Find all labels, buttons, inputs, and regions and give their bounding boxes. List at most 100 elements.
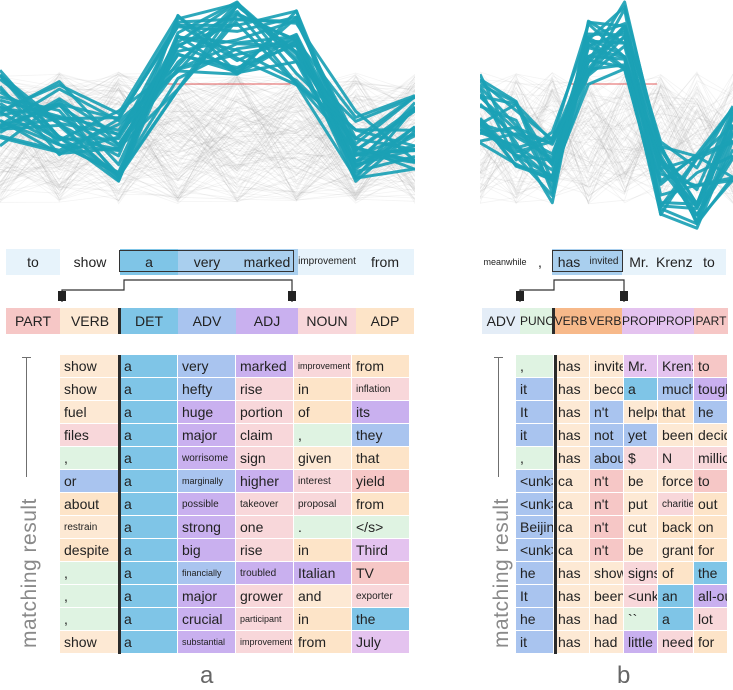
- result-cell[interactable]: worrisome: [178, 447, 236, 470]
- result-cell[interactable]: in: [294, 378, 352, 401]
- result-cell[interactable]: participant: [236, 608, 294, 631]
- result-cell[interactable]: ,: [60, 562, 120, 585]
- result-cell[interactable]: he: [516, 562, 554, 585]
- result-cell[interactable]: crucial: [178, 608, 236, 631]
- result-cell[interactable]: major: [178, 585, 236, 608]
- result-cell[interactable]: sign: [236, 447, 294, 470]
- result-cell[interactable]: been: [590, 585, 624, 608]
- result-cell[interactable]: to: [694, 355, 728, 378]
- result-cell[interactable]: from: [294, 631, 352, 654]
- result-cell[interactable]: a: [120, 516, 178, 539]
- result-cell[interactable]: despite: [60, 539, 120, 562]
- result-cell[interactable]: n't: [590, 516, 624, 539]
- query-token[interactable]: ,: [538, 254, 542, 270]
- result-cell[interactable]: in: [294, 539, 352, 562]
- result-cell[interactable]: a: [120, 424, 178, 447]
- result-cell[interactable]: one: [236, 516, 294, 539]
- result-cell[interactable]: has: [554, 562, 590, 585]
- result-cell[interactable]: yet: [624, 424, 658, 447]
- result-cell[interactable]: shown: [590, 562, 624, 585]
- result-cell[interactable]: had: [590, 608, 624, 631]
- result-cell[interactable]: financially: [178, 562, 236, 585]
- result-cell[interactable]: given: [294, 447, 352, 470]
- result-cell[interactable]: granted: [658, 539, 694, 562]
- result-cell[interactable]: of: [658, 562, 694, 585]
- result-cell[interactable]: has: [554, 378, 590, 401]
- result-cell[interactable]: n't: [590, 539, 624, 562]
- result-cell[interactable]: restrain: [60, 516, 120, 539]
- result-cell[interactable]: has: [554, 401, 590, 424]
- result-cell[interactable]: a: [120, 585, 178, 608]
- result-cell[interactable]: of: [294, 401, 352, 424]
- result-cell[interactable]: marked: [236, 355, 294, 378]
- query-token[interactable]: show: [73, 254, 107, 270]
- result-cell[interactable]: need: [658, 631, 694, 654]
- result-cell[interactable]: major: [178, 424, 236, 447]
- result-cell[interactable]: huge: [178, 401, 236, 424]
- result-cell[interactable]: marginally: [178, 470, 236, 493]
- result-cell[interactable]: an: [658, 585, 694, 608]
- result-cell[interactable]: to: [694, 470, 728, 493]
- query-token[interactable]: Krenz: [656, 249, 692, 275]
- result-cell[interactable]: has: [554, 355, 590, 378]
- result-cell[interactable]: he: [516, 608, 554, 631]
- result-cell[interactable]: grower: [236, 585, 294, 608]
- result-cell[interactable]: in: [294, 608, 352, 631]
- result-cell[interactable]: from: [352, 355, 410, 378]
- result-cell[interactable]: it: [516, 378, 554, 401]
- result-cell[interactable]: <unk>: [516, 470, 554, 493]
- result-cell[interactable]: not: [590, 424, 624, 447]
- result-cell[interactable]: a: [120, 447, 178, 470]
- result-cell[interactable]: $: [624, 447, 658, 470]
- result-cell[interactable]: fuel: [60, 401, 120, 424]
- result-cell[interactable]: files: [60, 424, 120, 447]
- result-cell[interactable]: that: [658, 401, 694, 424]
- result-cell[interactable]: a: [120, 608, 178, 631]
- result-cell[interactable]: about: [590, 447, 624, 470]
- result-cell[interactable]: put: [624, 493, 658, 516]
- result-cell[interactable]: a: [120, 470, 178, 493]
- result-cell[interactable]: Beijing: [516, 516, 554, 539]
- result-cell[interactable]: portion: [236, 401, 294, 424]
- result-cell[interactable]: ,: [60, 585, 120, 608]
- result-cell[interactable]: possible: [178, 493, 236, 516]
- result-cell[interactable]: for: [694, 539, 728, 562]
- result-cell[interactable]: ,: [516, 355, 554, 378]
- result-cell[interactable]: improvement: [236, 631, 294, 654]
- query-token[interactable]: to: [6, 249, 60, 275]
- result-cell[interactable]: improvement: [294, 355, 352, 378]
- result-cell[interactable]: little: [624, 631, 658, 654]
- result-cell[interactable]: all-out: [694, 585, 728, 608]
- result-cell[interactable]: had: [590, 631, 624, 654]
- result-cell[interactable]: tougher: [694, 378, 728, 401]
- result-cell[interactable]: proposal: [294, 493, 352, 516]
- result-cell[interactable]: become: [590, 378, 624, 401]
- result-cell[interactable]: <unk>: [516, 539, 554, 562]
- result-cell[interactable]: yield: [352, 470, 410, 493]
- result-cell[interactable]: takeover: [236, 493, 294, 516]
- result-cell[interactable]: forced: [658, 470, 694, 493]
- result-cell[interactable]: hefty: [178, 378, 236, 401]
- query-token[interactable]: Mr.: [622, 249, 656, 275]
- result-cell[interactable]: n't: [590, 493, 624, 516]
- result-cell[interactable]: exporter: [352, 585, 410, 608]
- result-cell[interactable]: a: [658, 608, 694, 631]
- result-cell[interactable]: has: [554, 631, 590, 654]
- query-token-selected[interactable]: invited: [586, 249, 622, 275]
- result-cell[interactable]: on: [694, 516, 728, 539]
- result-cell[interactable]: ,: [60, 608, 120, 631]
- result-cell[interactable]: for: [694, 631, 728, 654]
- result-cell[interactable]: charities: [658, 493, 694, 516]
- result-cell[interactable]: a: [120, 539, 178, 562]
- result-cell[interactable]: back: [658, 516, 694, 539]
- result-cell[interactable]: July: [352, 631, 410, 654]
- result-cell[interactable]: cut: [624, 516, 658, 539]
- result-cell[interactable]: <unk>: [516, 493, 554, 516]
- result-cell[interactable]: show: [60, 631, 120, 654]
- result-cell[interactable]: much: [658, 378, 694, 401]
- result-cell[interactable]: ca: [554, 470, 590, 493]
- result-cell[interactable]: very: [178, 355, 236, 378]
- query-token-selected[interactable]: marked: [236, 249, 298, 275]
- result-cell[interactable]: It: [516, 585, 554, 608]
- result-cell[interactable]: the: [352, 608, 410, 631]
